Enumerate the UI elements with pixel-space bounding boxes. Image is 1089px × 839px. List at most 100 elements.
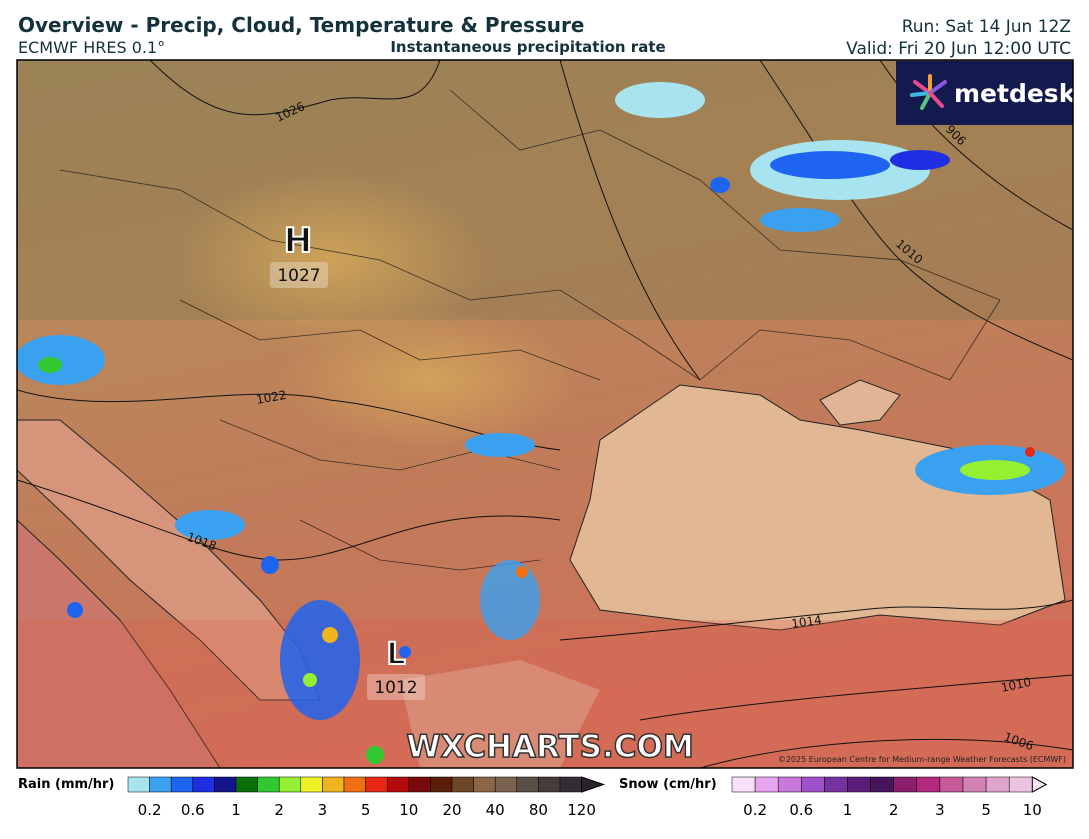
rain-swatch (127, 776, 150, 793)
rain-cell (770, 151, 890, 179)
snow-swatch (847, 776, 871, 793)
label-box (270, 262, 328, 288)
snow-swatch (939, 776, 964, 793)
rain-cell (38, 357, 62, 373)
high-symbol: H (284, 221, 312, 261)
snow-swatch (801, 776, 825, 793)
rain-cell (322, 627, 338, 643)
rain-cell (890, 150, 950, 170)
snow-swatch (824, 776, 848, 793)
snow-legend-label: Snow (cm/hr) (619, 777, 717, 792)
label-box (367, 674, 425, 700)
isobar-label: 1010 (1000, 675, 1033, 695)
logo-icon (910, 74, 947, 110)
snow-swatch (777, 776, 802, 793)
isobar-label: 1022 (255, 388, 288, 407)
rain-swatch (170, 776, 194, 793)
isobar-label: 1014 (790, 613, 822, 631)
rain-tick-label: 3 (318, 801, 328, 819)
aegean-sea (400, 660, 600, 768)
snow-swatch (754, 776, 779, 793)
rain-cell (465, 433, 535, 457)
low-pressure: 1012 (374, 678, 417, 698)
snow-swatch (893, 776, 918, 793)
snow-swatch (731, 776, 756, 793)
snow-swatch (962, 776, 987, 793)
rain-cell (710, 177, 730, 193)
copyright: ©2025 European Centre for Medium-range W… (778, 755, 1066, 764)
rain-swatch (516, 776, 539, 793)
watermark: WXCHARTS.COM (406, 729, 693, 765)
rain-cell (1025, 447, 1035, 457)
rain-swatch (322, 776, 345, 793)
rain-cell (17, 335, 105, 385)
rain-tick-label: 1 (231, 801, 241, 819)
rain-tick-label: 120 (567, 801, 596, 819)
rain-tick-label: 0.6 (181, 801, 205, 819)
snow-tick-label: 2 (889, 801, 899, 819)
rain-cell (280, 600, 360, 720)
valid-time: Valid: Fri 20 Jun 12:00 UTC (846, 39, 1071, 59)
snow-tick-label: 5 (981, 801, 991, 819)
rain-tick-label: 20 (442, 801, 461, 819)
rain-swatch (494, 776, 518, 793)
rain-swatch (473, 776, 496, 793)
snow-tick-label: 1 (843, 801, 853, 819)
black-sea (569, 384, 1066, 631)
high-pressure: 1027 (277, 266, 320, 286)
rain-legend-label: Rain (mm/hr) (18, 777, 114, 792)
rain-swatch (278, 776, 302, 793)
rain-tick-label: 10 (399, 801, 418, 819)
snow-tick-label: 0.6 (789, 801, 813, 819)
precipitation (17, 82, 1065, 764)
rain-tick-label: 2 (274, 801, 284, 819)
rain-swatch (192, 776, 215, 793)
rain-swatch (235, 776, 258, 793)
rain-swatch (408, 776, 431, 793)
legends: 0.2 0.6 1 2 3 5 10 20 40 80 120 0.2 0.6 1 2 3 5 10 (127, 776, 1048, 819)
rain-cell (175, 510, 245, 540)
rain-swatch (149, 776, 172, 793)
rain-cell (399, 646, 411, 658)
snow-swatch (1008, 776, 1033, 793)
layer-name: Instantaneous precipitation rate (390, 38, 665, 56)
rain-tick-label: 40 (486, 801, 505, 819)
snow-tick-label: 3 (935, 801, 945, 819)
logo: metdesk (954, 79, 1077, 108)
rain-swatch (386, 776, 410, 793)
snow-swatch (985, 776, 1010, 793)
low-symbol: L (386, 637, 405, 672)
rain-cell (615, 82, 705, 118)
snow-swatch (916, 776, 941, 793)
rain-cell (516, 566, 528, 578)
rain-swatch (581, 776, 606, 793)
rain-cell (303, 673, 317, 687)
map: 1026 1022 1018 1014 1010 1010 1006 906 H… (17, 60, 1077, 768)
rain-swatch (257, 776, 280, 793)
title: Overview - Precip, Cloud, Temperature & … (18, 13, 584, 37)
rain-swatch (538, 776, 561, 793)
rain-cell (366, 746, 384, 764)
map-frame (16, 59, 1074, 769)
azov-sea (819, 379, 901, 426)
rain-cell (261, 556, 279, 574)
model: ECMWF HRES 0.1° (18, 38, 165, 57)
snow-swatch (1031, 776, 1048, 793)
rain-swatch (214, 776, 237, 793)
rain-tick-label: 80 (529, 801, 548, 819)
rain-swatch (365, 776, 388, 793)
snow-tick-label: 10 (1023, 801, 1042, 819)
warm-area (170, 170, 490, 350)
rain-swatch (430, 776, 453, 793)
italy (17, 519, 221, 768)
isobars (17, 60, 1073, 768)
rain-swatch (559, 776, 582, 793)
rain-tick-label: 0.2 (138, 801, 162, 819)
rain-cell (760, 208, 840, 232)
warm-area (280, 310, 580, 450)
snow-swatch (870, 776, 894, 793)
snow-tick-label: 0.2 (743, 801, 767, 819)
rain-cell (480, 560, 540, 640)
rain-swatch (451, 776, 474, 793)
